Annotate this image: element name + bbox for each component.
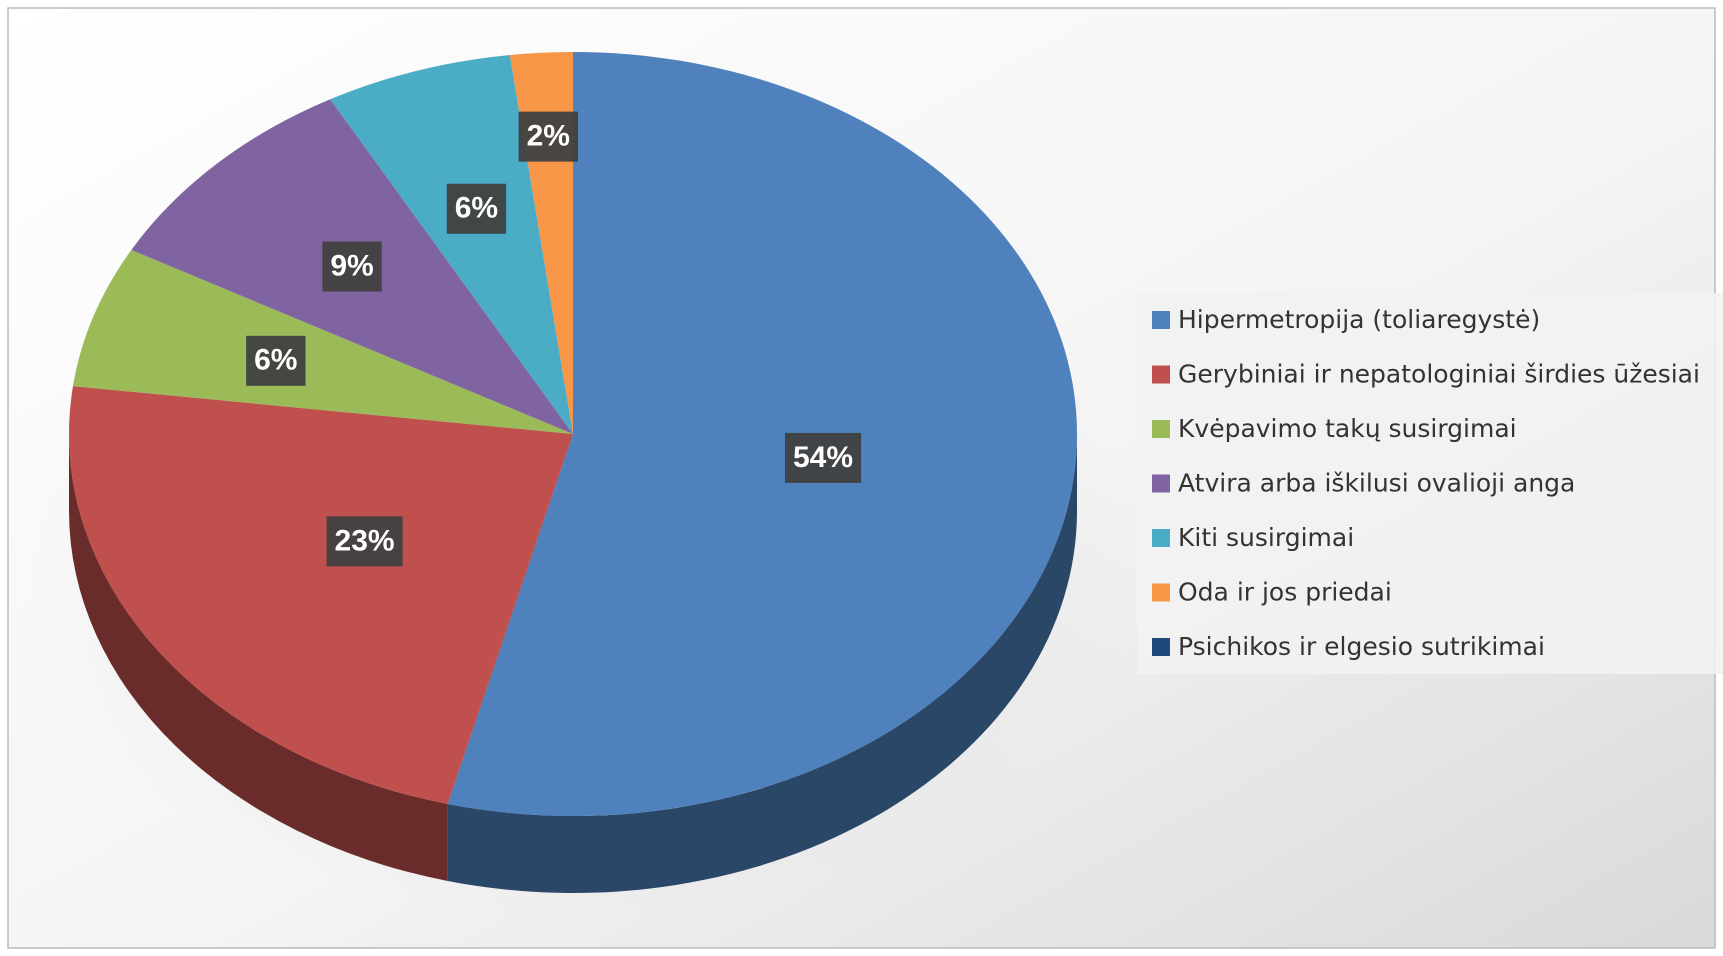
legend-swatch: [1152, 420, 1170, 438]
data-label-box: [446, 183, 507, 234]
legend-label: Hipermetropija (toliaregystė): [1178, 305, 1540, 334]
data-label: 9%: [330, 249, 373, 282]
legend-label: Gerybiniai ir nepatologiniai širdies ūže…: [1178, 360, 1700, 389]
data-label: 2%: [527, 120, 570, 153]
slice: [447, 52, 1078, 816]
legend-swatch: [1152, 474, 1170, 493]
legend-label: Kiti susirgimai: [1178, 523, 1354, 552]
data-label-box: [784, 432, 862, 483]
legend-swatch: [1152, 365, 1170, 384]
legend-label: Oda ir jos priedai: [1178, 578, 1392, 607]
slice-side: [447, 434, 1078, 894]
legend-label: Psichikos ir elgesio sutrikimai: [1178, 632, 1545, 661]
slice-side: [68, 434, 448, 881]
data-label: 6%: [254, 344, 297, 377]
legend-swatch: [1152, 638, 1170, 656]
data-label: 54%: [793, 441, 853, 474]
legend-label: Atvira arba iškilusi ovalioji anga: [1178, 469, 1575, 498]
slice: [72, 249, 574, 434]
legend-label: Kvėpavimo takų susirgimai: [1178, 414, 1517, 443]
data-label: 6%: [455, 192, 498, 225]
legend-swatch: [1152, 529, 1170, 547]
legend-swatch: [1152, 311, 1170, 329]
data-label-box: [246, 335, 306, 386]
legend-swatch: [1152, 583, 1170, 602]
legend-box: [1137, 293, 1723, 674]
data-label: 23%: [335, 524, 395, 557]
data-label-box: [326, 516, 403, 567]
data-label-box: [322, 241, 382, 292]
slice: [68, 386, 573, 804]
slice: [330, 55, 573, 435]
data-label-box: [518, 111, 578, 162]
